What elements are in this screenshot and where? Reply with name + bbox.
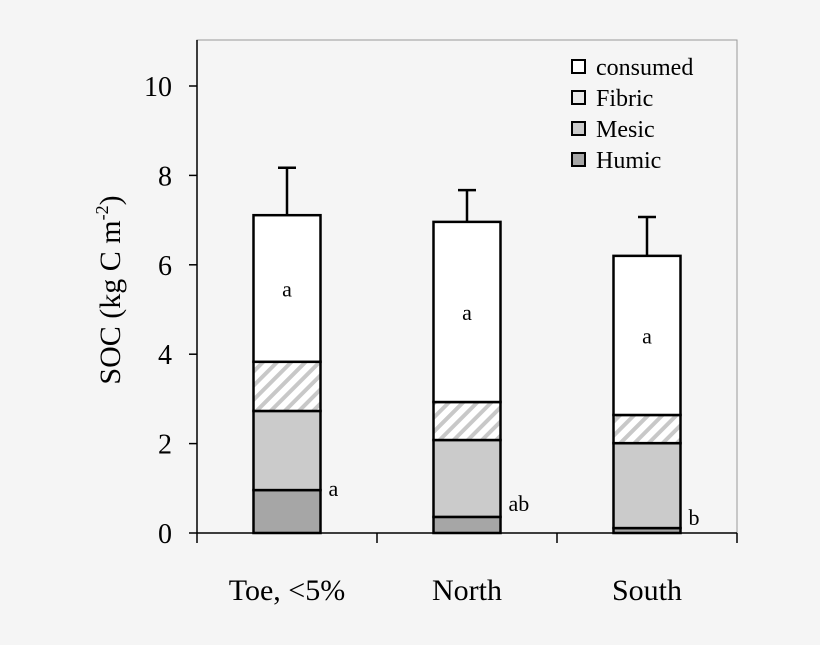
bar-segment-mesic (252, 409, 322, 492)
significance-letter: ab (509, 491, 530, 516)
legend-label-fibric: Fibric (596, 86, 653, 112)
significance-letter: a (329, 476, 339, 501)
legend-label-mesic: Mesic (596, 117, 655, 143)
legend-swatch-consumed (571, 59, 586, 74)
significance-letter: a (642, 323, 652, 348)
bar-segment-humic (432, 515, 502, 535)
y-tick-label: 10 (144, 72, 172, 103)
y-tick-label: 4 (158, 340, 172, 371)
bar-segment-fibric (612, 413, 682, 445)
bar-segment-consumed (432, 220, 502, 404)
x-tick-label: Toe, <5% (229, 574, 345, 607)
x-tick-label: North (432, 574, 502, 607)
bar-segment-fibric (432, 400, 502, 442)
legend-label-consumed: consumed (596, 55, 693, 81)
legend-swatch-fibric (571, 90, 586, 105)
legend-label-humic: Humic (596, 148, 661, 174)
bar-segment-fibric (252, 360, 322, 413)
significance-letter: b (689, 505, 700, 530)
significance-letter: a (282, 276, 292, 301)
y-tick-label: 8 (158, 161, 172, 192)
bar-segment-mesic (432, 438, 502, 519)
significance-letter: a (462, 300, 472, 325)
legend: consumed Fibric Mesic Humic (571, 55, 693, 174)
y-tick-label: 2 (158, 430, 172, 461)
legend-swatch-humic (571, 152, 586, 167)
y-axis-label: SOC (kg C m-2) (92, 195, 127, 384)
x-tick-label: South (612, 574, 682, 607)
bar-segment-humic (252, 488, 322, 535)
bar-segment-mesic (612, 441, 682, 530)
bar-segment-consumed (612, 254, 682, 417)
y-tick-label: 0 (158, 519, 172, 550)
legend-swatch-mesic (571, 121, 586, 136)
y-tick-label: 6 (158, 251, 172, 282)
